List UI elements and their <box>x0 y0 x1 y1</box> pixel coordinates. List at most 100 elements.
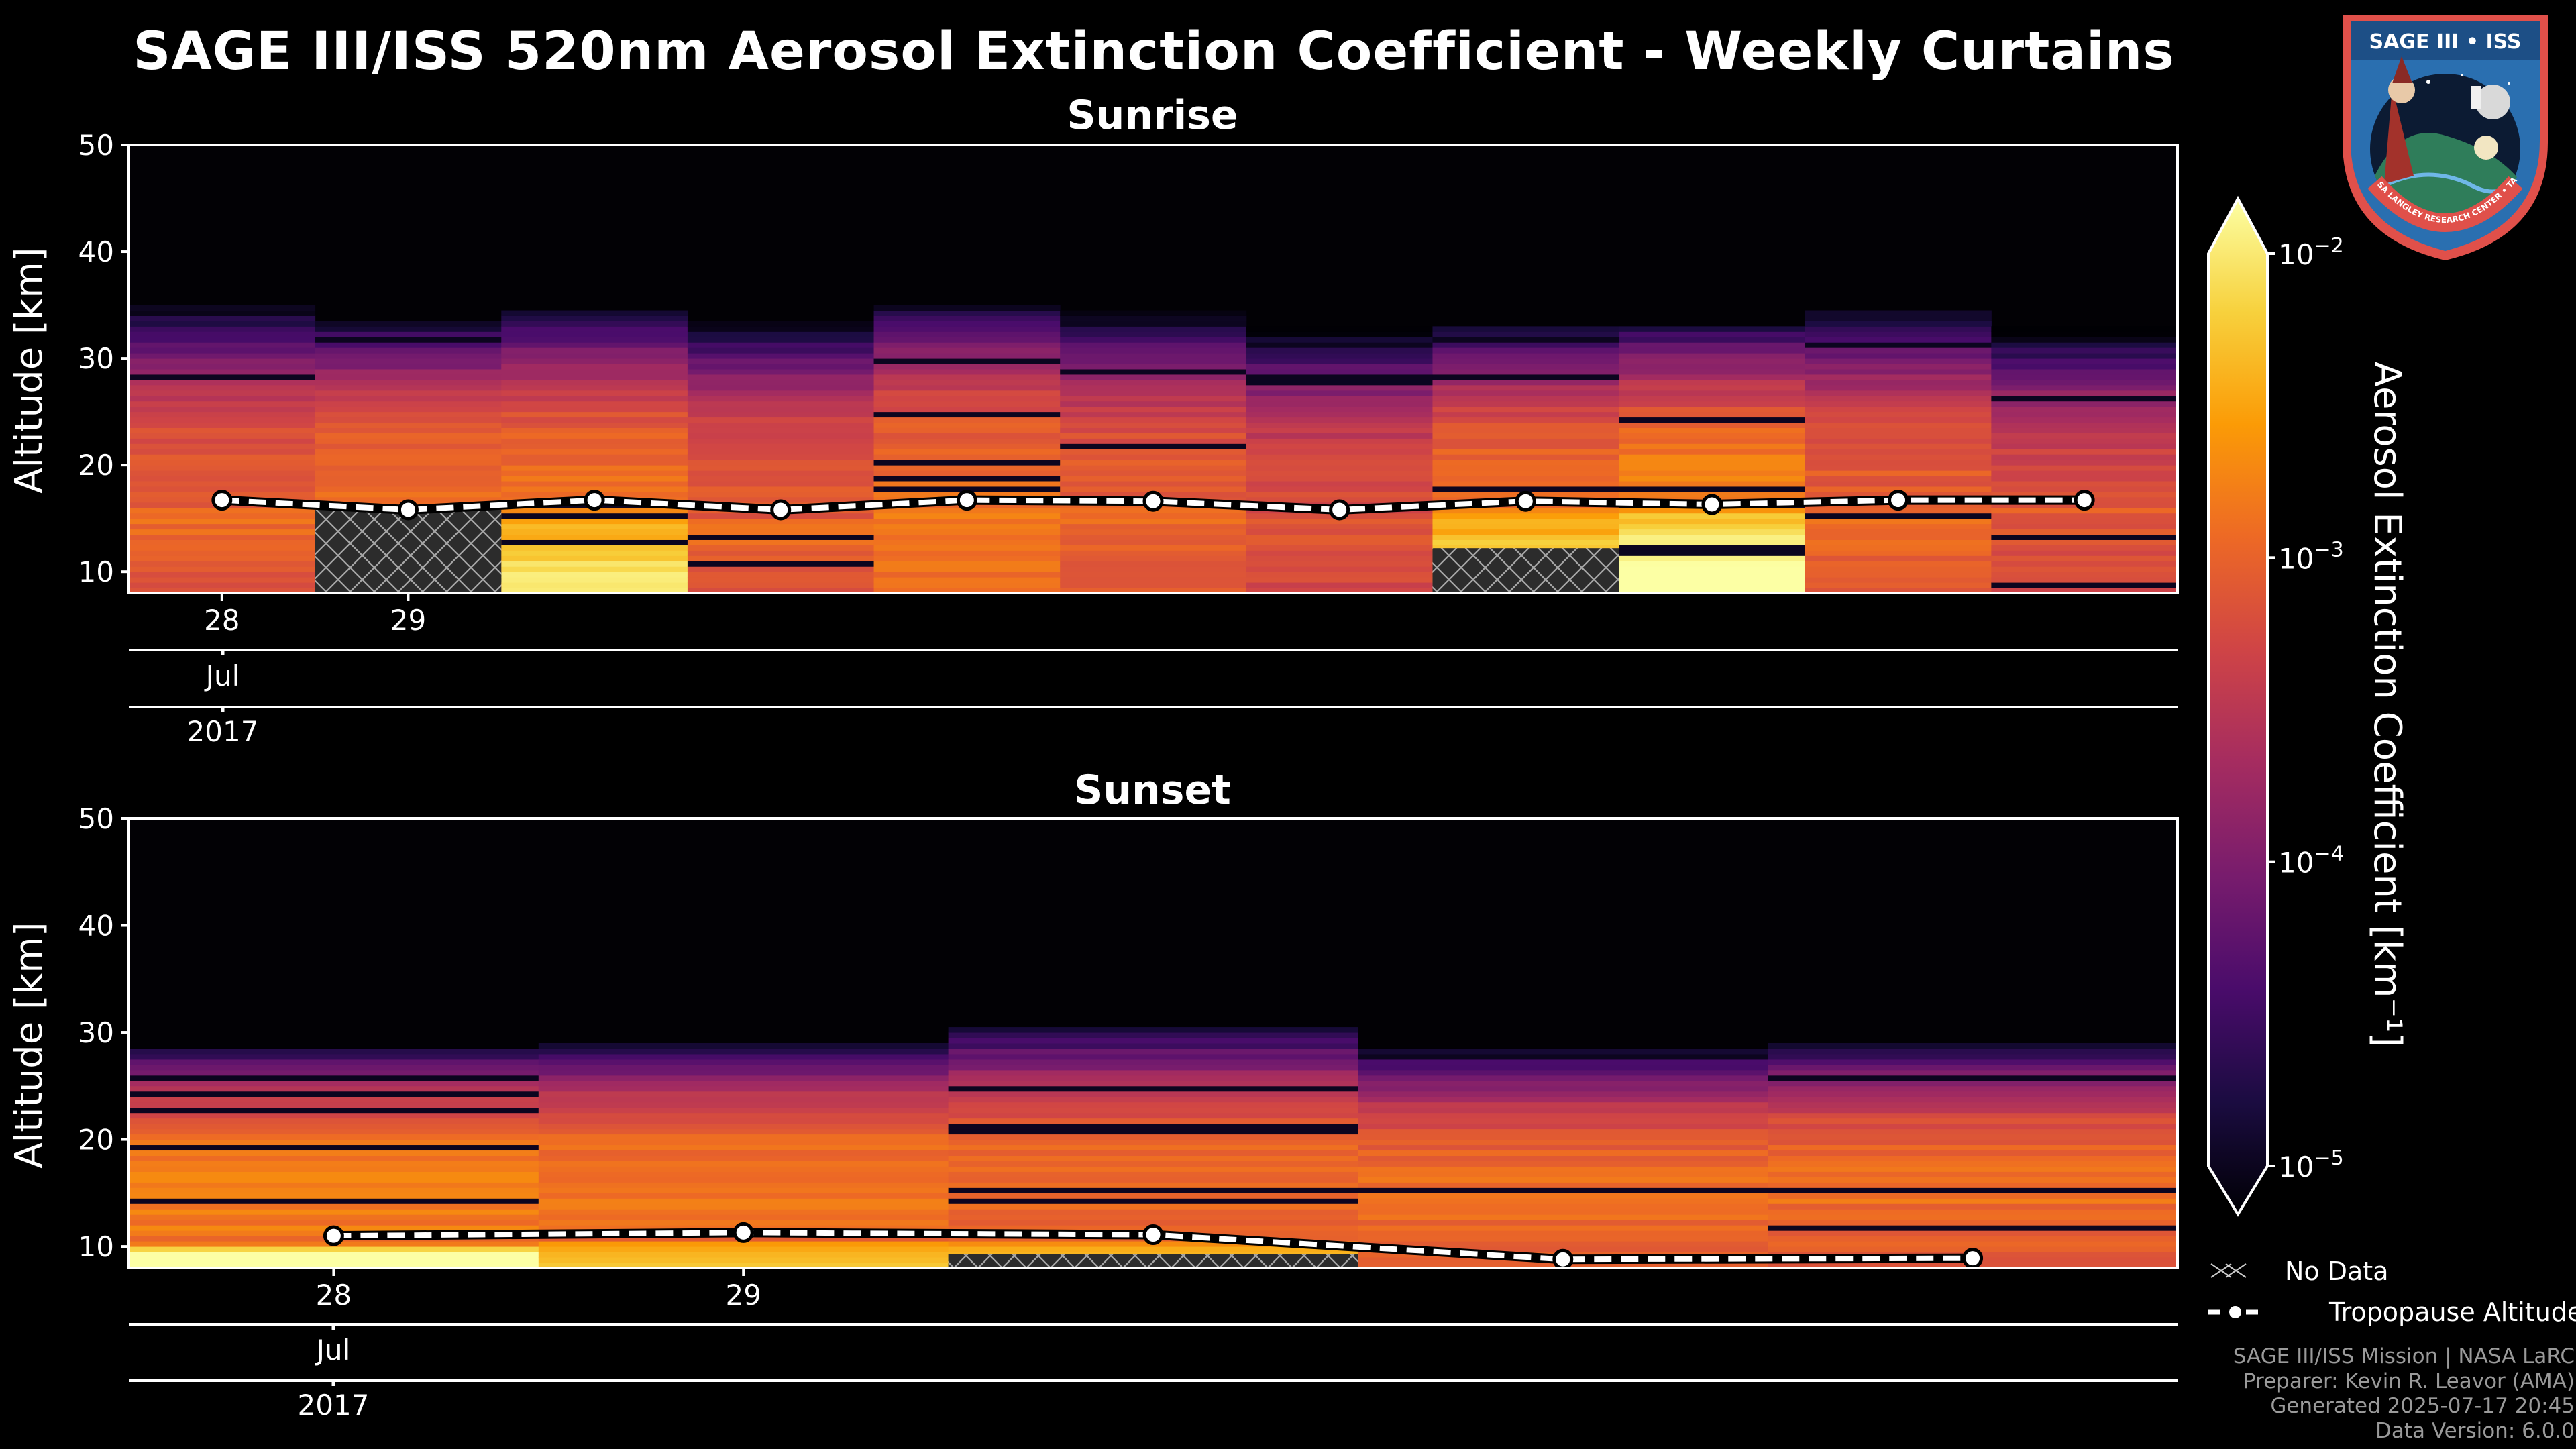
curtain-cell <box>1991 417 2178 423</box>
curtain-cell <box>687 321 875 327</box>
curtain-cell <box>1619 353 1806 359</box>
curtain-cell <box>873 481 1061 487</box>
curtain-cell <box>1991 465 2178 471</box>
curtain-cell <box>687 582 875 588</box>
curtain-cell <box>1991 400 2178 407</box>
curtain-cell <box>1991 566 2178 572</box>
curtain-cell <box>1060 395 1247 402</box>
curtain-cell <box>1060 566 1247 572</box>
y-tick-label: 30 <box>78 1016 114 1049</box>
curtain-cell <box>1246 342 1433 348</box>
x-tick-label: 28 <box>204 604 239 637</box>
curtain-cell <box>1060 331 1247 337</box>
curtain-cell <box>1619 470 1806 476</box>
curtain-cell <box>1768 1177 2178 1183</box>
curtain-cell <box>315 465 502 471</box>
curtain-cell <box>1358 1236 1768 1242</box>
curtain-cell <box>315 384 502 391</box>
curtain-cell <box>948 1214 1358 1220</box>
curtain-cell <box>538 1150 949 1156</box>
curtain-cell <box>687 374 875 380</box>
curtain-cell <box>1246 470 1433 476</box>
legend-no-data-label: No Data <box>2285 1256 2389 1286</box>
curtain-cell <box>873 454 1061 460</box>
curtain-cell <box>1246 422 1433 428</box>
curtain-cell <box>873 326 1061 332</box>
curtain-cell <box>129 1059 539 1065</box>
curtain-cell <box>948 1171 1358 1177</box>
curtain-cell <box>1619 326 1806 332</box>
curtain-cell <box>501 470 688 476</box>
curtain-cell <box>501 417 688 423</box>
curtain-cell <box>687 353 875 359</box>
curtain-cell <box>873 315 1061 321</box>
curtain-cell <box>1991 476 2178 482</box>
curtain-cell <box>315 342 502 348</box>
curtain-cell <box>948 1091 1358 1097</box>
curtain-cell <box>501 550 688 556</box>
curtain-cell <box>1432 331 1619 337</box>
curtain-cell <box>129 1150 539 1156</box>
curtain-cell <box>129 555 316 561</box>
tropopause-point <box>1701 494 1723 515</box>
curtain-cell <box>948 1128 1358 1135</box>
curtain-cell <box>948 1193 1358 1199</box>
logo-ring <box>2367 176 2523 232</box>
curtain-cell <box>1432 465 1619 471</box>
curtain-cell <box>1805 390 1992 396</box>
curtain-cell <box>687 566 875 572</box>
curtain-cell <box>1246 454 1433 460</box>
curtain-cell <box>1246 331 1433 337</box>
curtain-cell <box>687 470 875 476</box>
curtain-cell <box>129 1139 539 1146</box>
credit-line: Preparer: Kevin R. Leavor (AMA) <box>2243 1369 2575 1393</box>
curtain-cell <box>1805 379 1992 386</box>
y-tick-label: 50 <box>78 129 114 162</box>
curtain-cell <box>948 1027 1358 1033</box>
curtain-cell <box>1768 1139 2178 1146</box>
curtain-cell <box>873 529 1061 535</box>
curtain-cell <box>501 364 688 370</box>
legend-no-data-swatch <box>2210 1263 2247 1278</box>
curtain-cell <box>873 364 1061 370</box>
curtain-cell <box>1991 513 2178 519</box>
curtain-cell <box>315 321 502 327</box>
curtain-cell <box>538 1118 949 1124</box>
curtain-cell <box>1619 460 1806 466</box>
curtain-cell <box>129 1209 539 1215</box>
curtain-cell <box>1619 342 1806 348</box>
curtain-cell <box>501 529 688 535</box>
curtain-cell <box>538 1214 949 1220</box>
curtain-cell <box>129 454 316 460</box>
curtain-cell <box>948 1203 1358 1210</box>
curtain-cell <box>1432 513 1619 519</box>
curtain-cell <box>1805 364 1992 370</box>
curtain-cell <box>315 358 502 364</box>
curtain-cell <box>687 518 875 525</box>
curtain-cell <box>538 1166 949 1172</box>
curtain-cell <box>1060 534 1247 540</box>
curtain-cell <box>1060 577 1247 583</box>
curtain-cell <box>1060 460 1247 466</box>
curtain-cell <box>129 417 316 423</box>
curtain-cell <box>1246 555 1433 561</box>
curtain-cell <box>538 1043 949 1049</box>
curtain-cell <box>687 400 875 407</box>
curtain-cell <box>873 545 1061 551</box>
curtain-cell <box>687 588 875 594</box>
curtain-cell <box>129 1075 539 1081</box>
curtain-cell <box>315 395 502 402</box>
curtain-cell <box>1991 384 2178 391</box>
curtain-cell <box>873 582 1061 588</box>
curtain-cell <box>1432 384 1619 391</box>
sunset-panel-title: Sunset <box>1074 767 1231 814</box>
curtain-cell <box>1805 454 1992 460</box>
sunrise-month-label: Jul <box>204 659 240 692</box>
curtain-cell <box>1805 400 1992 407</box>
curtain-cell <box>1805 310 1992 316</box>
curtain-cell <box>1358 1080 1768 1087</box>
curtain-cell <box>1246 369 1433 375</box>
curtain-cell <box>501 331 688 337</box>
curtain-cell <box>1805 433 1992 439</box>
curtain-cell <box>315 374 502 380</box>
